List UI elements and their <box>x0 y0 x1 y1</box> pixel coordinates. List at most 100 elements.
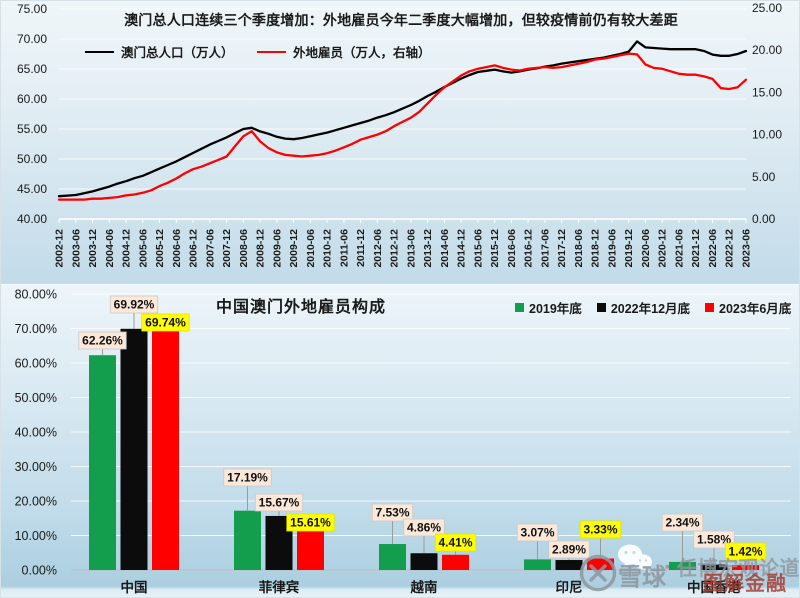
right-axis-label: 0.00 <box>752 212 776 226</box>
value-label: 69.92% <box>114 298 155 312</box>
bar-2019年底-印尼 <box>524 559 551 570</box>
category-label: 中国 <box>121 579 148 595</box>
x-axis-label: 2004-12 <box>121 229 133 268</box>
x-axis-label: 2007-12 <box>221 229 233 268</box>
x-axis-label: 2022-12 <box>724 229 736 268</box>
foreign-workers-line <box>57 52 748 201</box>
x-axis-label: 2003-06 <box>70 229 82 268</box>
foreign-workers-line-swatch <box>257 50 286 53</box>
bar-2022年12月底-越南 <box>410 553 438 570</box>
legend-label-2019: 2019年底 <box>529 302 582 316</box>
population-line <box>57 40 748 198</box>
x-axis-label: 2015-12 <box>489 229 501 268</box>
x-axis-label: 2013-12 <box>422 229 434 268</box>
x-axis-label: 2020-12 <box>657 229 669 268</box>
x-axis-label: 2010-12 <box>322 229 334 268</box>
bar-chart-plot: 80.00% 70.00% 60.00% 50.00% 40.00% 30.00% 20.0… <box>15 288 791 595</box>
value-label: 17.19% <box>227 471 268 485</box>
x-axis-label: 2012-06 <box>372 229 384 268</box>
x-axis-label: 2018-06 <box>573 229 585 268</box>
left-axis-label: 65.00 <box>17 62 47 76</box>
x-axis-label: 2008-12 <box>255 229 267 268</box>
bar-2019年底-菲律宾 <box>234 510 261 570</box>
x-axis-label: 2021-12 <box>690 229 702 268</box>
x-axis-label: 2005-06 <box>137 229 149 268</box>
left-axis-label: 50.00 <box>17 152 47 166</box>
x-axis-label: 2002-12 <box>54 229 66 268</box>
line-chart-plot: 2002-12 2003-06 2003-12 2004-06 2004-12 2005-… <box>17 1 782 268</box>
value-label: 4.86% <box>407 521 441 535</box>
x-axis-label: 2019-12 <box>623 229 635 268</box>
x-axis-label: 2023-06 <box>741 229 753 268</box>
line-chart-panel: 澳门总人口连续三个季度增加：外地雇员今年二季度大幅增加，但较疫情前仍有较大差距 … <box>1 1 799 284</box>
x-axis-label: 2010-06 <box>305 229 317 268</box>
x-axis-label: 2019-06 <box>606 229 618 268</box>
value-label: 15.61% <box>290 516 331 530</box>
legend-item-2019: 2019年底 <box>515 298 582 317</box>
value-label-box <box>724 542 767 561</box>
value-label-box <box>371 503 414 522</box>
x-axis-label: 2005-12 <box>154 229 166 268</box>
left-axis-label: 60.00 <box>17 92 47 106</box>
x-axis-label: 2009-06 <box>271 229 283 268</box>
value-label-box <box>109 295 159 314</box>
value-label: 62.26% <box>82 334 123 348</box>
legend-item-2022: 2022年12月底 <box>596 298 691 317</box>
population-line-swatch <box>85 50 114 53</box>
bar-2023年6月底-中国 <box>152 329 179 570</box>
bar-2022年12月底-印尼 <box>555 560 583 570</box>
y-axis-label: 70.00% <box>15 322 57 336</box>
x-axis-label: 2016-06 <box>506 229 518 268</box>
legend-item-foreign-workers: 外地雇员（万人，右轴） <box>257 42 431 61</box>
legend-label-2022: 2022年12月底 <box>610 302 691 316</box>
x-axis-label: 2003-12 <box>87 229 99 268</box>
x-axis-label: 2016-12 <box>523 229 535 268</box>
y-axis-label: 60.00% <box>15 357 57 371</box>
bar-chart-title: 中国澳门外地雇员构成 <box>215 299 386 316</box>
value-label: 2.89% <box>552 543 586 557</box>
y-axis-label: 10.00% <box>15 529 57 543</box>
line-chart-title: 澳门总人口连续三个季度增加：外地雇员今年二季度大幅增加，但较疫情前仍有较大差距 <box>124 12 678 28</box>
value-label: 69.74% <box>145 316 186 330</box>
right-axis-label: 10.00 <box>752 128 782 142</box>
value-label-box <box>693 530 735 549</box>
right-axis-label: 25.00 <box>752 1 782 15</box>
black-square-icon <box>596 303 606 312</box>
bar-2022年12月底-中国香港 <box>700 564 728 570</box>
left-axis-label: 45.00 <box>17 182 47 196</box>
y-axis-label: 50.00% <box>15 391 57 405</box>
value-label-box <box>579 520 622 539</box>
x-axis-label: 2022-06 <box>707 229 719 268</box>
legend-label-2023: 2023年6月底 <box>719 302 792 316</box>
bar-2019年底-中国香港 <box>669 561 696 570</box>
y-axis-label: 20.00% <box>15 495 57 509</box>
x-axis-label: 2011-12 <box>355 229 367 267</box>
bar-2019年底-中国 <box>89 355 116 570</box>
value-label-box <box>141 313 190 332</box>
x-axis-label: 2014-12 <box>456 229 468 268</box>
y-axis-label: 80.00% <box>15 288 57 302</box>
y-axis-label: 0.00% <box>22 564 57 578</box>
bar-chart-legend: 2019年底 2022年12月底 2023年6月底 <box>515 298 791 317</box>
bar-2023年6月底-中国香港 <box>732 565 759 570</box>
x-axis-label: 2014-06 <box>439 229 451 268</box>
value-label-box <box>223 468 272 487</box>
value-label: 3.07% <box>520 526 554 540</box>
value-label: 1.42% <box>728 545 762 559</box>
y-axis-label: 40.00% <box>15 426 57 440</box>
left-axis-label: 75.00 <box>17 2 47 16</box>
x-axis-label: 2020-06 <box>640 229 652 268</box>
x-axis-label: 2006-12 <box>188 229 200 268</box>
x-axis-label: 2015-06 <box>472 229 484 268</box>
value-label-box <box>434 533 477 552</box>
value-label-box <box>403 518 445 537</box>
bar-2019年底-越南 <box>379 544 406 570</box>
value-label: 15.67% <box>259 496 300 510</box>
x-axis-label: 2011-06 <box>338 229 350 267</box>
value-label-box <box>286 513 335 532</box>
legend-label-foreign-workers: 外地雇员（万人，右轴） <box>293 46 431 60</box>
category-label: 越南 <box>410 579 438 595</box>
value-label-box <box>661 513 704 532</box>
legend-item-population: 澳门总人口（万人） <box>85 42 234 61</box>
